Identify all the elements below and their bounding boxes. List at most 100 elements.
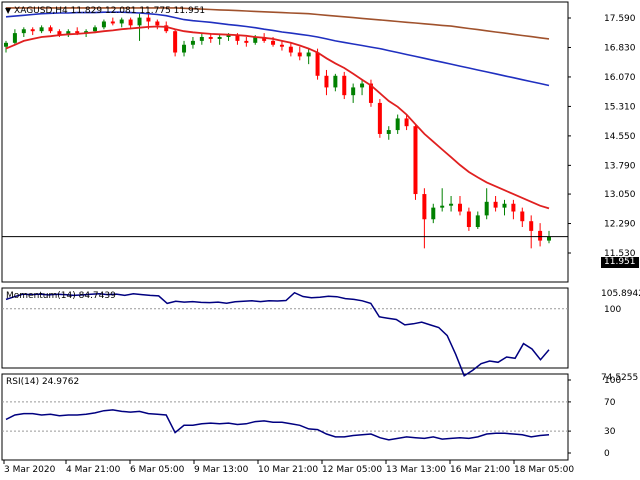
- candle-body: [155, 21, 160, 26]
- candle-body: [493, 201, 498, 208]
- candle-body: [190, 40, 195, 45]
- candle-body: [84, 31, 89, 34]
- ma-fast-line: [5, 25, 550, 210]
- current-price-badge: 11.951: [601, 257, 639, 268]
- symbol-header: XAGUSD,H4 11.829 12.081 11.775 11.951: [14, 6, 206, 16]
- candle-body: [128, 19, 133, 26]
- candle-body: [484, 201, 489, 216]
- time-axis-label: 18 Mar 05:00: [514, 465, 574, 475]
- time-axis-label: 13 Mar 13:00: [386, 465, 446, 475]
- candle-body: [173, 31, 178, 53]
- candle-body: [208, 37, 213, 39]
- candle-body: [368, 83, 373, 103]
- rsi-axis-label: 0: [604, 449, 610, 459]
- momentum-panel[interactable]: [1, 287, 569, 369]
- candle-body: [48, 27, 53, 32]
- candle-body: [244, 40, 249, 43]
- momentum-axis-label: 105.8942: [601, 289, 640, 299]
- candle-body: [431, 207, 436, 220]
- time-axis-label: 6 Mar 05:00: [130, 465, 185, 475]
- chart-menu-icon[interactable]: ▼: [5, 6, 12, 15]
- ma-slow-line: [6, 7, 550, 40]
- time-axis-label: 10 Mar 21:00: [258, 465, 318, 475]
- candle-body: [93, 27, 98, 32]
- candle-body: [315, 52, 320, 76]
- rsi-axis-label: 100: [604, 376, 621, 386]
- candle-body: [395, 118, 400, 131]
- candle-body: [520, 211, 525, 222]
- candle-body: [66, 31, 71, 36]
- candle-body: [288, 46, 293, 53]
- candle-body: [529, 221, 534, 231]
- candle-body: [119, 19, 124, 24]
- rsi-axis-label: 30: [604, 427, 616, 437]
- time-axis-label: 12 Mar 05:00: [322, 465, 382, 475]
- time-axis-label: 3 Mar 2020: [4, 465, 56, 475]
- candle-body: [547, 236, 551, 241]
- candle-body: [502, 203, 507, 208]
- price-axis-label: 17.590: [604, 14, 636, 24]
- candle-body: [57, 31, 62, 36]
- price-axis-label: 16.070: [604, 73, 636, 83]
- candle-body: [226, 35, 231, 38]
- candle-body: [182, 44, 187, 53]
- candle-body: [511, 203, 516, 212]
- price-axis-label: 12.290: [604, 220, 636, 230]
- rsi-axis-label: 70: [604, 398, 616, 408]
- price-axis-label: 14.550: [604, 132, 636, 142]
- candle-body: [475, 215, 480, 228]
- candle-body: [164, 25, 169, 32]
- candle-body: [30, 29, 35, 32]
- price-axis-label: 15.310: [604, 102, 636, 112]
- candle-body: [75, 31, 80, 34]
- candle-body: [306, 52, 311, 57]
- time-axis-label: 16 Mar 21:00: [450, 465, 510, 475]
- candle-body: [538, 230, 543, 241]
- candle-body: [377, 102, 382, 134]
- candle-body: [235, 35, 240, 41]
- candle-body: [262, 37, 267, 41]
- momentum-axis-label: 100: [604, 305, 621, 315]
- price-axis-label: 16.830: [604, 43, 636, 53]
- momentum-line: [5, 291, 550, 377]
- momentum-axis-label: 74.5255: [601, 373, 638, 383]
- candle-body: [351, 87, 356, 96]
- candle-body: [21, 29, 26, 34]
- candle-body: [217, 37, 222, 39]
- candle-body: [422, 194, 427, 220]
- candle-body: [199, 37, 204, 41]
- candle-body: [386, 130, 391, 134]
- price-axis-label: 13.050: [604, 190, 636, 200]
- candle-body: [39, 27, 44, 32]
- candle-body: [333, 75, 338, 88]
- rsi-header: RSI(14) 24.9762: [6, 377, 80, 387]
- price-axis-label: 11.530: [604, 249, 636, 259]
- candle-body: [413, 126, 418, 195]
- time-axis-label: 9 Mar 13:00: [194, 465, 249, 475]
- time-axis-label: 4 Mar 21:00: [66, 465, 121, 475]
- price-axis-label: 13.790: [604, 161, 636, 171]
- rsi-line: [5, 409, 550, 441]
- candle-body: [360, 83, 365, 88]
- candle-body: [12, 33, 17, 43]
- candle-body: [279, 44, 284, 47]
- candle-body: [146, 17, 151, 22]
- candle-body: [101, 21, 106, 28]
- candle-body: [457, 203, 462, 212]
- candle-body: [137, 17, 142, 26]
- rsi-panel[interactable]: [1, 373, 569, 461]
- candle-body: [110, 21, 115, 24]
- candle-body: [440, 205, 445, 208]
- candle-body: [253, 37, 258, 43]
- candle-body: [271, 40, 276, 45]
- candle-body: [466, 211, 471, 228]
- candle-body: [297, 52, 302, 57]
- candle-body: [342, 75, 347, 96]
- candle-body: [324, 75, 329, 88]
- candle-body: [4, 42, 8, 47]
- candle-body: [449, 203, 454, 206]
- momentum-header: Momentum(14) 84.7439: [6, 291, 116, 301]
- ma-mid-line: [5, 11, 550, 87]
- price-panel[interactable]: [1, 1, 569, 283]
